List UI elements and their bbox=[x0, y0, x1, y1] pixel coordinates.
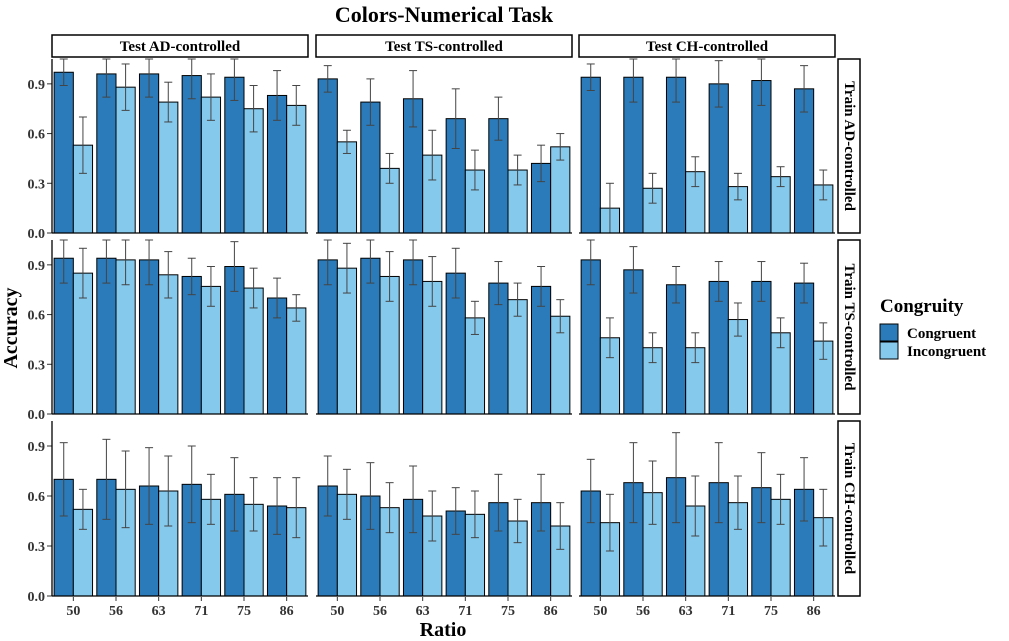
x-tick-label: 71 bbox=[721, 604, 735, 619]
legend-label-congruent: Congruent bbox=[907, 326, 976, 342]
x-axis-title: Ratio bbox=[420, 619, 467, 641]
x-tick-label: 56 bbox=[636, 604, 650, 619]
column-strip bbox=[578, 34, 836, 58]
row-strip bbox=[837, 420, 861, 597]
y-tick-label: 0.0 bbox=[28, 408, 46, 423]
x-tick-label: 63 bbox=[679, 604, 693, 619]
x-tick-label: 50 bbox=[330, 604, 344, 619]
x-tick-label: 86 bbox=[807, 604, 821, 619]
y-tick-label: 0.6 bbox=[28, 490, 46, 505]
column-strip-label: Test TS-controlled bbox=[385, 39, 503, 55]
bar-incongruent bbox=[336, 141, 358, 234]
row-strip bbox=[837, 239, 861, 415]
y-tick-label: 0.9 bbox=[28, 259, 46, 274]
x-tick-label: 86 bbox=[280, 604, 294, 619]
x-tick-label: 56 bbox=[373, 604, 387, 619]
y-axis-title: Accuracy bbox=[0, 287, 22, 368]
y-tick-label: 0.3 bbox=[28, 358, 46, 373]
column-strip bbox=[51, 34, 309, 58]
legend: Congruity Congruent Incongruent bbox=[879, 296, 986, 360]
column-strip bbox=[315, 34, 573, 58]
x-tick-label: 75 bbox=[764, 604, 778, 619]
row-strip-label: Train TS-controlled bbox=[841, 263, 857, 391]
bar-congruent bbox=[580, 76, 601, 234]
y-tick-label: 0.3 bbox=[28, 177, 46, 192]
bar-congruent bbox=[181, 275, 202, 415]
column-strip-label: Test AD-controlled bbox=[120, 39, 241, 55]
y-tick-label: 0.6 bbox=[28, 309, 46, 324]
x-tick-label: 50 bbox=[593, 604, 607, 619]
x-tick-label: 63 bbox=[152, 604, 166, 619]
bar-congruent bbox=[138, 73, 160, 234]
legend-label-incongruent: Incongruent bbox=[907, 344, 986, 360]
chart-title: Colors-Numerical Task bbox=[335, 2, 554, 27]
y-tick-label: 0.9 bbox=[28, 78, 46, 93]
row-strip-label: Train AD-controlled bbox=[841, 81, 857, 212]
bar-incongruent bbox=[286, 307, 307, 415]
bar-congruent bbox=[96, 73, 117, 234]
x-tick-label: 50 bbox=[66, 604, 80, 619]
x-tick-label: 75 bbox=[501, 604, 515, 619]
x-tick-label: 63 bbox=[416, 604, 430, 619]
bar-congruent bbox=[53, 71, 74, 234]
y-tick-label: 0.3 bbox=[28, 540, 46, 555]
y-tick-label: 0.0 bbox=[28, 227, 46, 242]
x-tick-label: 71 bbox=[458, 604, 472, 619]
legend-title: Congruity bbox=[880, 296, 964, 317]
x-tick-label: 75 bbox=[237, 604, 251, 619]
y-tick-label: 0.6 bbox=[28, 128, 46, 143]
legend-swatch-incongruent bbox=[879, 341, 899, 360]
x-tick-label: 56 bbox=[109, 604, 123, 619]
bar-incongruent bbox=[507, 299, 528, 415]
y-tick-label: 0.0 bbox=[28, 590, 46, 605]
x-tick-label: 71 bbox=[194, 604, 208, 619]
facet-panels: Test AD-controlled Test TS-controlled Test… bbox=[28, 34, 861, 619]
legend-swatch-congruent bbox=[879, 323, 899, 342]
x-tick-label: 86 bbox=[544, 604, 558, 619]
bar-congruent bbox=[665, 284, 687, 415]
bar-congruent bbox=[317, 78, 338, 234]
y-tick-label: 0.9 bbox=[28, 440, 46, 455]
row-strip bbox=[837, 58, 861, 234]
column-strip-label: Test CH-controlled bbox=[646, 39, 769, 55]
row-strip-label: Train CH-controlled bbox=[841, 443, 857, 575]
